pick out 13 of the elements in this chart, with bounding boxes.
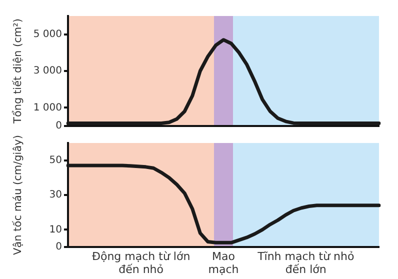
y-tick-label: 5 000 [33, 28, 62, 40]
y-tick-label: 30 [49, 190, 62, 201]
y-tick-label: 0 [56, 242, 62, 253]
text: Mao mạch [207, 250, 240, 276]
y-tick-label: 3 000 [33, 66, 62, 77]
text: Tĩnh mạch từ nhỏ đến lớn [256, 250, 356, 276]
y-tick-label: 50 [49, 154, 62, 166]
y-tick-label: 0 [56, 120, 62, 132]
y-tick-label: 1 000 [33, 102, 62, 114]
y-tick-label: 10 [49, 224, 62, 236]
y-axis-title: Tổng tiết diện (cm²) [11, 18, 24, 124]
text: Động mạch từ lớn đến nhỏ [90, 250, 192, 276]
y-axis-title: Vận tốc máu (cm/giây) [12, 135, 24, 255]
